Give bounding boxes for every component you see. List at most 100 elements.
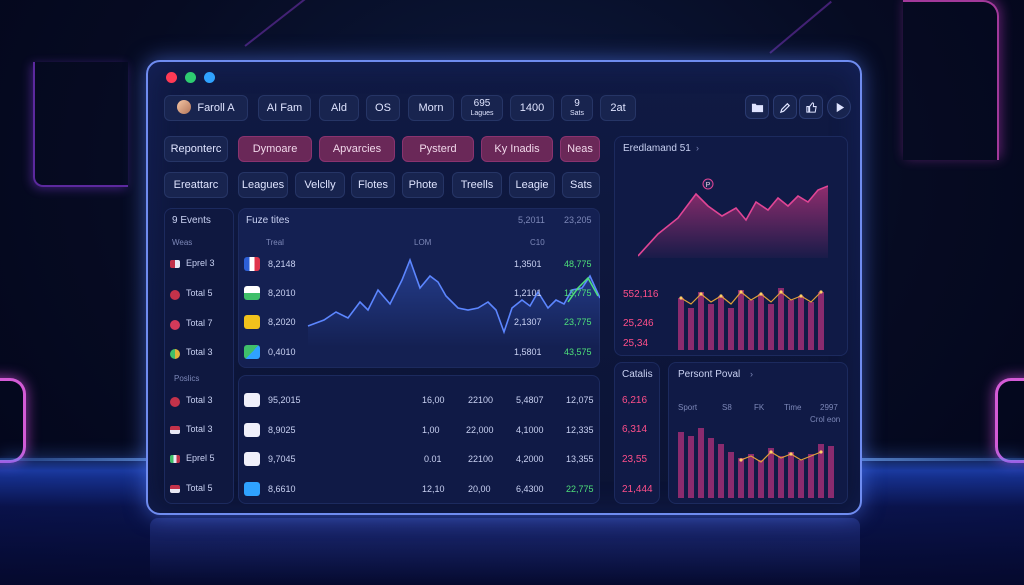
edit-button[interactable] <box>773 95 797 119</box>
row-change: 23,775 <box>564 317 592 327</box>
person-col: S8 <box>722 403 732 412</box>
header-pill-morn[interactable]: Morn <box>408 95 454 121</box>
minimize-window-button[interactable] <box>204 72 215 83</box>
close-window-button[interactable] <box>166 72 177 83</box>
play-icon <box>836 102 844 112</box>
catalis-panel <box>614 362 660 504</box>
row-value: 16,00 <box>422 395 445 405</box>
maximize-window-button[interactable] <box>185 72 196 83</box>
table-top-value: 23,205 <box>564 215 592 225</box>
tab-neas[interactable]: Neas <box>560 136 600 162</box>
flag-icon <box>170 455 180 463</box>
chevron-right-icon[interactable]: › <box>750 369 753 379</box>
chevron-right-icon[interactable]: › <box>696 143 699 153</box>
tab-sats[interactable]: Sats <box>562 172 600 198</box>
row-value: 22100 <box>468 395 494 405</box>
row-value: 12,335 <box>566 425 594 435</box>
tab-flotes[interactable]: Flotes <box>351 172 395 198</box>
neon-frame-decor <box>995 378 1024 463</box>
trend-line-chart <box>307 257 600 347</box>
row-value: 4,2000 <box>516 454 544 464</box>
tab-ereattarc[interactable]: Ereattarc <box>164 172 228 198</box>
person-col: Sport <box>678 403 698 412</box>
row-value: 1,3501 <box>514 259 542 269</box>
header-pill-value: 9 <box>574 98 580 109</box>
chart-marker-label: P <box>706 182 711 189</box>
header-pill-sats[interactable]: 9 Sats <box>561 95 593 121</box>
section-label: Poslics <box>174 374 200 383</box>
folder-icon <box>751 103 763 112</box>
row-value: 22100 <box>468 454 494 464</box>
row-value: 4,1000 <box>516 425 544 435</box>
header-pill-leagues[interactable]: 695 Lagues <box>461 95 503 121</box>
flag-icon <box>170 320 180 330</box>
event-item-label[interactable]: Total 5 <box>186 288 213 298</box>
dashboard-window: Faroll A AI Fam Ald OS Morn 695 Lagues 1… <box>146 60 862 515</box>
tab-pysterd[interactable]: Pysterd <box>402 136 474 162</box>
person-col: FK <box>754 403 765 412</box>
events-header: 9 Events <box>172 215 211 226</box>
tab-treells[interactable]: Treells <box>452 172 502 198</box>
flag-icon <box>170 397 180 407</box>
app-logo-icon <box>244 423 260 437</box>
row-value: 1,5801 <box>514 347 542 357</box>
tab-apvarcies[interactable]: Apvarcies <box>319 136 395 162</box>
person-bar-chart <box>678 428 834 498</box>
row-change: 22,775 <box>566 484 594 494</box>
row-value: 20,00 <box>468 484 491 494</box>
flag-icon <box>170 426 180 434</box>
event-item-label[interactable]: Total 7 <box>186 318 213 328</box>
app-logo-icon <box>244 393 260 407</box>
header-pill-ald[interactable]: Ald <box>319 95 359 121</box>
column-header: LOM <box>414 238 432 247</box>
row-value: 2,1307 <box>514 317 542 327</box>
neon-line-decor <box>769 0 832 54</box>
bottom-stat: 21,444 <box>622 484 653 495</box>
app-logo-icon <box>244 482 260 496</box>
tab-velclly[interactable]: Velclly <box>295 172 345 198</box>
flag-icon <box>170 260 180 268</box>
flag-icon <box>244 315 260 329</box>
window-reflection <box>150 518 860 585</box>
person-subtext: Crol eon <box>810 415 841 424</box>
header-pill-caption: Lagues <box>470 110 494 117</box>
event-item-label[interactable]: Eprel 5 <box>186 453 215 463</box>
event-item-label[interactable]: Eprel 3 <box>186 258 215 268</box>
header-pill-ai-fam[interactable]: AI Fam <box>258 95 311 121</box>
row-value: 9,7045 <box>268 454 296 464</box>
like-button[interactable] <box>799 95 823 119</box>
header-pill-os[interactable]: OS <box>366 95 400 121</box>
right-stat: 25,246 <box>623 318 654 329</box>
row-value: 5,4807 <box>516 395 544 405</box>
row-value: 8,2020 <box>268 317 296 327</box>
tab-dymoare[interactable]: Dymoare <box>238 136 312 162</box>
row-value: 95,2015 <box>268 395 301 405</box>
event-item-label[interactable]: Total 3 <box>186 395 213 405</box>
header-pill-1400[interactable]: 1400 <box>510 95 554 121</box>
tab-leagie[interactable]: Leagie <box>509 172 555 198</box>
event-item-label[interactable]: Total 5 <box>186 483 213 493</box>
tab-ky-inadis[interactable]: Ky Inadis <box>481 136 553 162</box>
right-panel-title: Eredlamand 51 <box>623 143 691 154</box>
bottom-stat: 6,216 <box>622 395 648 406</box>
neon-frame-decor <box>0 378 26 463</box>
row-value: 12,075 <box>566 395 594 405</box>
tab-leagues[interactable]: Leagues <box>238 172 288 198</box>
flag-icon <box>170 290 180 300</box>
neon-frame-decor <box>903 0 999 160</box>
flag-icon <box>244 286 260 300</box>
row-value: 1,00 <box>422 425 440 435</box>
header-pill-2at[interactable]: 2at <box>600 95 636 121</box>
event-item-label[interactable]: Total 3 <box>186 347 213 357</box>
tab-reponterc[interactable]: Reponterc <box>164 136 228 162</box>
flag-icon <box>170 349 180 359</box>
neon-frame-decor <box>33 62 128 187</box>
folder-button[interactable] <box>745 95 769 119</box>
user-profile-button[interactable]: Faroll A <box>164 95 248 121</box>
row-value: 0.01 <box>424 454 442 464</box>
event-item-label[interactable]: Total 3 <box>186 424 213 434</box>
play-button[interactable] <box>827 95 851 119</box>
row-value: 12,10 <box>422 484 445 494</box>
table-title: Fuze tites <box>246 215 290 226</box>
tab-phote[interactable]: Phote <box>402 172 444 198</box>
